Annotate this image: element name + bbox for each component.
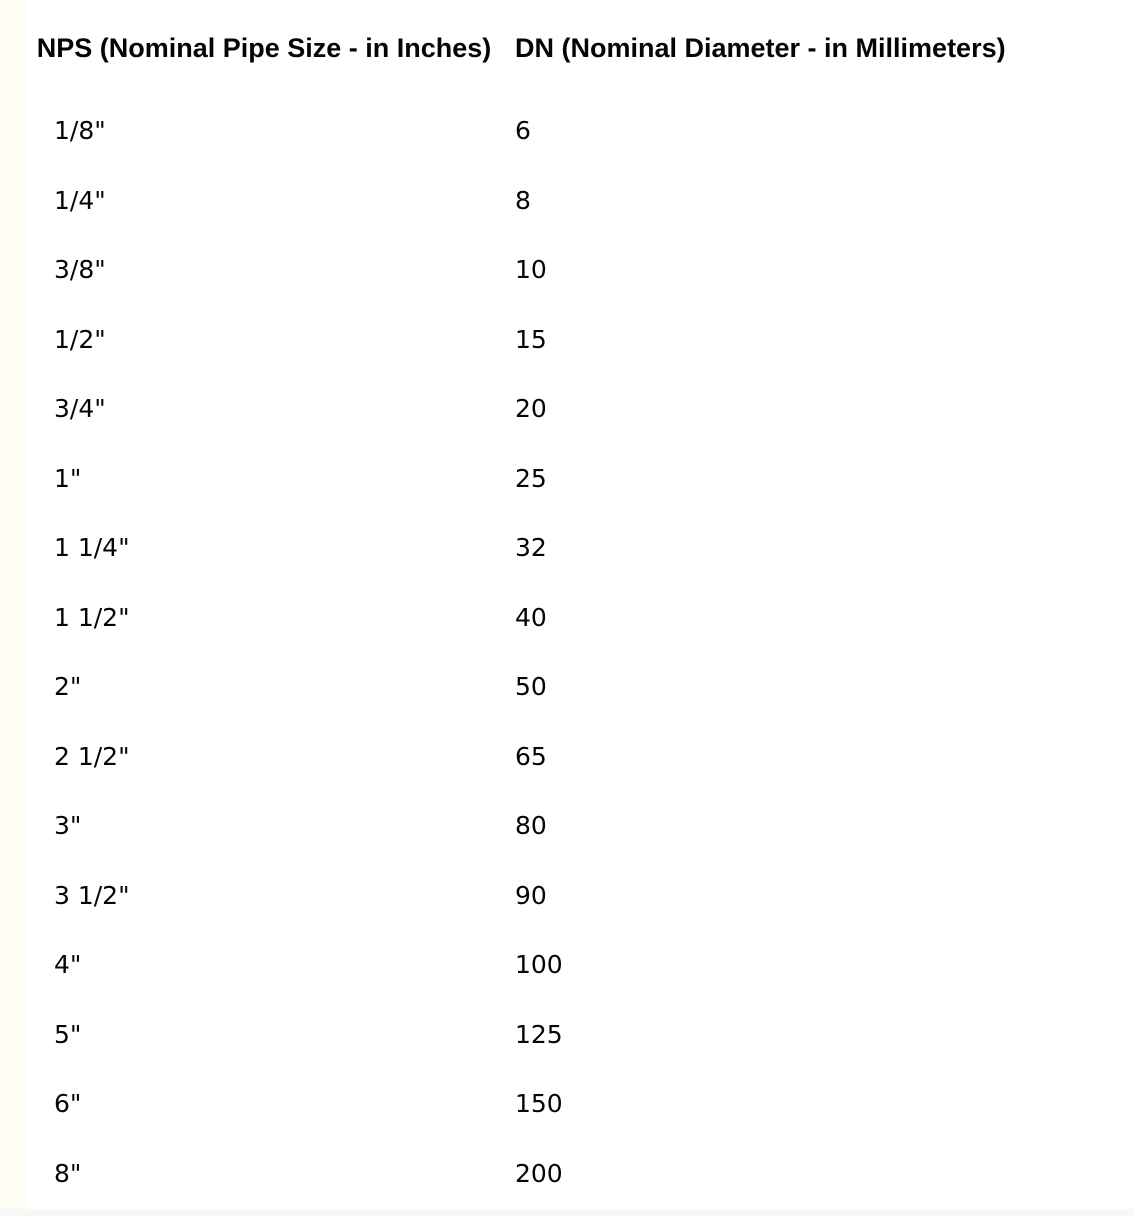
table-row: 8" 200: [0, 1139, 1134, 1209]
nps-cell: 3/8": [54, 255, 106, 285]
nps-cell: 1 1/4": [54, 533, 130, 563]
dn-cell: 125: [515, 1019, 563, 1049]
nps-cell: 1": [54, 463, 82, 493]
dn-cell: 32: [515, 533, 547, 563]
dn-cell: 15: [515, 324, 547, 354]
table-row: 4" 100: [0, 930, 1134, 1000]
table-row: 1/2" 15: [0, 305, 1134, 375]
table-row: 2" 50: [0, 652, 1134, 722]
nps-cell: 2 1/2": [54, 741, 130, 771]
nps-cell: 3": [54, 811, 82, 841]
table-row: 5" 125: [0, 1000, 1134, 1070]
dn-cell: 100: [515, 950, 563, 980]
dn-cell: 200: [515, 1158, 563, 1188]
nps-cell: 3 1/2": [54, 880, 130, 910]
table-row: 1/8" 6: [0, 96, 1134, 166]
nps-cell: 1/2": [54, 324, 106, 354]
dn-cell: 90: [515, 880, 547, 910]
dn-cell: 20: [515, 394, 547, 424]
table-row: 1 1/4" 32: [0, 513, 1134, 583]
page-bottom-margin: [0, 1209, 1134, 1216]
table-row: 2 1/2" 65: [0, 722, 1134, 792]
table-row: 6" 150: [0, 1069, 1134, 1139]
nps-cell: 5": [54, 1019, 82, 1049]
dn-cell: 10: [515, 255, 547, 285]
dn-cell: 25: [515, 463, 547, 493]
dn-cell: 65: [515, 741, 547, 771]
nps-cell: 1/4": [54, 185, 106, 215]
column-header-dn: DN (Nominal Diameter - in Millimeters): [515, 33, 1006, 63]
table-row: 1" 25: [0, 444, 1134, 514]
table-row: 3" 80: [0, 791, 1134, 861]
nps-cell: 4": [54, 950, 82, 980]
table-row: 3/8" 10: [0, 235, 1134, 305]
table-row: 1/4" 8: [0, 166, 1134, 236]
dn-cell: 40: [515, 602, 547, 632]
nps-cell: 6": [54, 1089, 82, 1119]
dn-cell: 80: [515, 811, 547, 841]
nps-cell: 1/8": [54, 116, 106, 146]
dn-cell: 6: [515, 116, 531, 146]
page-left-margin: [0, 0, 26, 1209]
table-header-row: NPS (Nominal Pipe Size - in Inches) DN (…: [0, 0, 1134, 96]
table-row: 1 1/2" 40: [0, 583, 1134, 653]
table-body: 1/8" 6 1/4" 8 3/8" 10 1/2" 15 3/4" 20 1" 25 1 1/4" 32…: [0, 96, 1134, 1208]
table-header: NPS (Nominal Pipe Size - in Inches) DN (…: [0, 0, 1134, 96]
table-row: 3 1/2" 90: [0, 861, 1134, 931]
dn-cell: 150: [515, 1089, 563, 1119]
nps-cell: 8": [54, 1158, 82, 1188]
nps-cell: 1 1/2": [54, 602, 130, 632]
column-header-nps: NPS (Nominal Pipe Size - in Inches): [36, 33, 492, 63]
dn-cell: 50: [515, 672, 547, 702]
dn-cell: 8: [515, 185, 531, 215]
nps-cell: 2": [54, 672, 82, 702]
nps-cell: 3/4": [54, 394, 106, 424]
table-row: 3/4" 20: [0, 374, 1134, 444]
